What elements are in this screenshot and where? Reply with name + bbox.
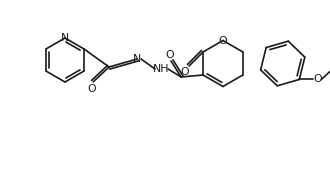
Text: N: N [133, 54, 141, 64]
Text: N: N [61, 33, 69, 43]
Text: NH: NH [153, 64, 169, 74]
Text: O: O [181, 67, 189, 77]
Text: O: O [219, 36, 227, 46]
Text: H: H [92, 88, 93, 90]
Text: O: O [166, 50, 174, 60]
Text: O: O [88, 84, 96, 94]
Text: O: O [313, 74, 322, 84]
